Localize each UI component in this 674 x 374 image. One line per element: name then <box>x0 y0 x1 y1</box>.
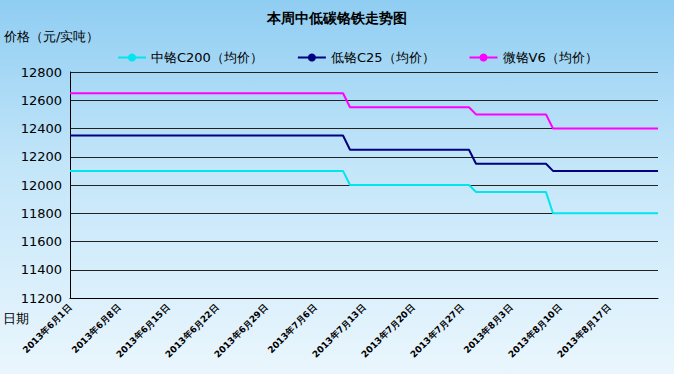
svg-text:12600: 12600 <box>21 93 62 108</box>
svg-text:11800: 11800 <box>21 206 62 221</box>
svg-text:本周中低碳铬铁走势图: 本周中低碳铬铁走势图 <box>266 10 407 26</box>
svg-text:2013年7月6日: 2013年7月6日 <box>266 302 319 355</box>
svg-text:2013年8月10日: 2013年8月10日 <box>506 302 563 359</box>
svg-text:价格（元/实吨）: 价格（元/实吨） <box>3 29 99 44</box>
svg-text:12000: 12000 <box>21 178 62 193</box>
svg-text:2013年6月22日: 2013年6月22日 <box>163 302 220 359</box>
svg-text:日期: 日期 <box>3 311 29 326</box>
svg-text:2013年7月27日: 2013年7月27日 <box>408 302 465 359</box>
svg-text:12400: 12400 <box>21 121 62 136</box>
svg-text:2013年7月20日: 2013年7月20日 <box>359 302 416 359</box>
svg-text:11200: 11200 <box>21 291 62 306</box>
svg-text:2013年8月17日: 2013年8月17日 <box>555 302 612 359</box>
svg-text:2013年8月3日: 2013年8月3日 <box>462 302 515 355</box>
svg-text:11400: 11400 <box>21 262 62 277</box>
svg-text:2013年6月15日: 2013年6月15日 <box>114 302 171 359</box>
svg-text:2013年6月29日: 2013年6月29日 <box>212 302 269 359</box>
svg-text:11600: 11600 <box>21 234 62 249</box>
svg-text:12800: 12800 <box>21 65 62 80</box>
svg-text:12200: 12200 <box>21 149 62 164</box>
svg-text:2013年6月8日: 2013年6月8日 <box>70 302 123 355</box>
svg-text:中铬C200（均价）: 中铬C200（均价） <box>151 50 263 65</box>
svg-text:2013年7月13日: 2013年7月13日 <box>310 302 367 359</box>
svg-text:微铬V6（均价）: 微铬V6（均价） <box>503 50 598 65</box>
svg-text:2013年6月1日: 2013年6月1日 <box>21 302 74 355</box>
svg-text:低铬C25（均价）: 低铬C25（均价） <box>331 50 435 65</box>
